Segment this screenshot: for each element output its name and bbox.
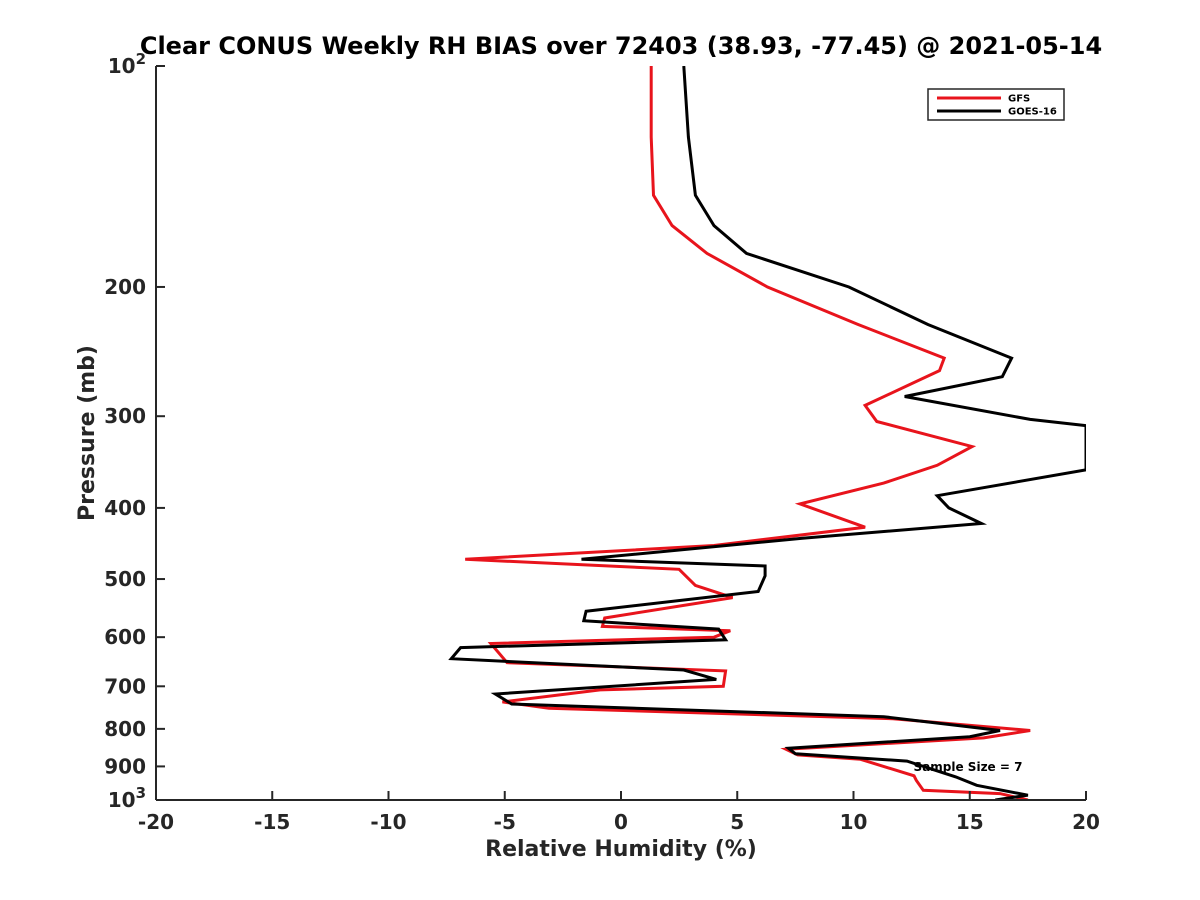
y-tick-label: 103 [108,784,146,812]
y-tick-exponent: 3 [136,784,146,802]
x-ticks: -20 -15 -10 -5 0 5 10 15 20 [138,791,1100,834]
y-tick-label: 200 [104,275,146,299]
y-tick-base: 300 [104,404,146,428]
y-tick-label: 900 [104,754,146,778]
series-line-gfs [465,66,1031,800]
y-tick-base: 500 [104,567,146,591]
y-tick-label: 800 [104,717,146,741]
y-tick-base: 10 [108,54,136,78]
legend-box [927,88,1065,121]
plot-area: -20 -15 -10 -5 0 5 10 15 20 10220030040050060070… [104,50,1100,834]
x-tick-label: 20 [1072,810,1100,834]
sample-size-annotation: Sample Size = 7 [914,760,1023,774]
series-line-goes-16 [448,66,1086,800]
y-tick-label: 700 [104,674,146,698]
x-tick-label: 0 [614,810,628,834]
y-tick-label: 600 [104,625,146,649]
x-tick-label: 10 [840,810,868,834]
x-tick-label: -20 [138,810,174,834]
y-tick-base: 700 [104,674,146,698]
x-tick-label: -5 [494,810,516,834]
x-tick-label: -10 [370,810,406,834]
x-tick-label: -15 [254,810,290,834]
x-tick-label: 15 [956,810,984,834]
legend-label: GFS [1008,94,1030,105]
x-tick-label: 5 [730,810,744,834]
y-tick-label: 300 [104,404,146,428]
y-axis-label: Pressure (mb) [75,345,100,521]
axes-background [156,66,1086,800]
chart-title: Clear CONUS Weekly RH BIAS over 72403 (3… [140,32,1102,60]
legend: GFS GOES-16 [927,88,1065,121]
y-tick-base: 10 [108,788,136,812]
series-layer [448,66,1086,800]
y-tick-exponent: 2 [136,50,146,68]
y-tick-base: 200 [104,275,146,299]
x-axis-label: Relative Humidity (%) [485,837,757,862]
y-tick-base: 400 [104,496,146,520]
y-tick-label: 500 [104,567,146,591]
legend-label: GOES-16 [1008,107,1057,118]
y-tick-base: 900 [104,754,146,778]
y-tick-label: 102 [108,50,146,78]
y-tick-base: 600 [104,625,146,649]
y-tick-label: 400 [104,496,146,520]
y-tick-base: 800 [104,717,146,741]
